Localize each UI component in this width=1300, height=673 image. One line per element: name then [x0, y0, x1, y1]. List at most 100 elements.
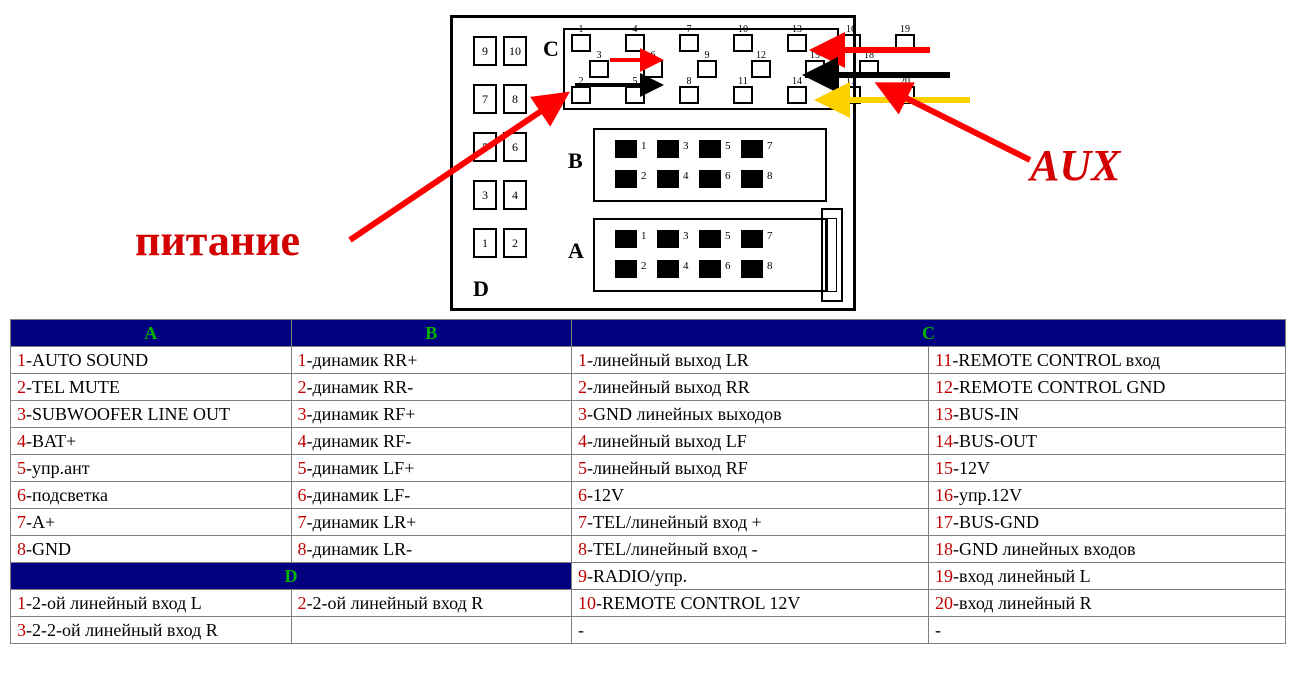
c-pin: 20: [895, 86, 915, 104]
pin: 8: [741, 260, 763, 278]
c-pin: 11: [733, 86, 753, 104]
pin: 5: [699, 230, 721, 248]
pin: 2: [615, 260, 637, 278]
pin-cell: 2-2-ой линейный вход R: [291, 590, 572, 617]
pin-cell: 14-BUS-OUT: [929, 428, 1286, 455]
c-pin: 13: [787, 34, 807, 52]
col-header: D: [11, 563, 572, 590]
label-a: A: [568, 238, 584, 264]
pin-cell: 11-REMOTE CONTROL вход: [929, 347, 1286, 374]
d-pin: 4: [503, 180, 527, 210]
c-pin: 7: [679, 34, 699, 52]
pin-cell: 3-GND линейных выходов: [572, 401, 929, 428]
d-pin: 5: [473, 132, 497, 162]
pin: 4: [657, 260, 679, 278]
c-pin: 14: [787, 86, 807, 104]
pin-cell: 5-линейный выход RF: [572, 455, 929, 482]
c-pin: 9: [697, 60, 717, 78]
pin: 7: [741, 140, 763, 158]
pin-cell: 5-упр.ант: [11, 455, 292, 482]
pin: 6: [699, 170, 721, 188]
block-c: 1471013161936912151825811141720: [563, 28, 839, 110]
d-pin: 9: [473, 36, 497, 66]
pin-cell: 10-REMOTE CONTROL 12V: [572, 590, 929, 617]
pin-cell: 12-REMOTE CONTROL GND: [929, 374, 1286, 401]
c-pin: 1: [571, 34, 591, 52]
pin-cell: 20-вход линейный R: [929, 590, 1286, 617]
pin-cell: 6-подсветка: [11, 482, 292, 509]
c-pin: 12: [751, 60, 771, 78]
col-header: A: [11, 320, 292, 347]
block-d: 91078563412: [465, 36, 535, 286]
pin-cell: 19-вход линейный L: [929, 563, 1286, 590]
label-c: C: [543, 36, 559, 62]
c-pin: 6: [643, 60, 663, 78]
pin-cell: 7-TEL/линейный вход +: [572, 509, 929, 536]
pin: 3: [657, 140, 679, 158]
pin-cell: 8-TEL/линейный вход -: [572, 536, 929, 563]
pin-cell: 8-динамик LR-: [291, 536, 572, 563]
label-d: D: [473, 276, 489, 302]
pin-cell: -: [929, 617, 1286, 644]
d-pin: 6: [503, 132, 527, 162]
pin-cell: 4-BAT+: [11, 428, 292, 455]
d-pin: 1: [473, 228, 497, 258]
pin-cell: 6-12V: [572, 482, 929, 509]
c-pin: 3: [589, 60, 609, 78]
pin-cell: 1-AUTO SOUND: [11, 347, 292, 374]
pin-cell: -: [572, 617, 929, 644]
pin: 6: [699, 260, 721, 278]
d-pin: 2: [503, 228, 527, 258]
pin-cell: 6-динамик LF-: [291, 482, 572, 509]
pin-cell: [291, 617, 572, 644]
block-b: 1 3 5 7 2 4 6 8: [593, 128, 827, 202]
pin-cell: 2-линейный выход RR: [572, 374, 929, 401]
pin-cell: 7-динамик LR+: [291, 509, 572, 536]
pin-cell: 18-GND линейных входов: [929, 536, 1286, 563]
pin: 4: [657, 170, 679, 188]
pin: 1: [615, 230, 637, 248]
pin: 7: [741, 230, 763, 248]
pin: 8: [741, 170, 763, 188]
d-pin: 3: [473, 180, 497, 210]
pin-cell: 1-линейный выход LR: [572, 347, 929, 374]
label-b: B: [568, 148, 583, 174]
pin-cell: 5-динамик LF+: [291, 455, 572, 482]
pin-cell: 1-динамик RR+: [291, 347, 572, 374]
pin-cell: 3-динамик RF+: [291, 401, 572, 428]
side-slot: [821, 208, 843, 302]
d-pin: 7: [473, 84, 497, 114]
pin-cell: 16-упр.12V: [929, 482, 1286, 509]
c-pin: 10: [733, 34, 753, 52]
pin-cell: 3-SUBWOOFER LINE OUT: [11, 401, 292, 428]
pin-cell: 7-A+: [11, 509, 292, 536]
col-header: C: [572, 320, 1286, 347]
pin-cell: 2-TEL MUTE: [11, 374, 292, 401]
pin: 1: [615, 140, 637, 158]
pin-cell: 3-2-2-ой линейный вход R: [11, 617, 292, 644]
c-pin: 16: [841, 34, 861, 52]
c-pin: 18: [859, 60, 879, 78]
pin-cell: 4-линейный выход LF: [572, 428, 929, 455]
d-pin: 8: [503, 84, 527, 114]
c-pin: 8: [679, 86, 699, 104]
pin-cell: 15-12V: [929, 455, 1286, 482]
pin: 2: [615, 170, 637, 188]
pin-cell: 9-RADIO/упр.: [572, 563, 929, 590]
d-pin: 10: [503, 36, 527, 66]
pin-cell: 4-динамик RF-: [291, 428, 572, 455]
pin-cell: 2-динамик RR-: [291, 374, 572, 401]
pin-cell: 17-BUS-GND: [929, 509, 1286, 536]
col-header: B: [291, 320, 572, 347]
label-power: питание: [135, 215, 300, 266]
c-pin: 4: [625, 34, 645, 52]
pin-cell: 1-2-ой линейный вход L: [11, 590, 292, 617]
c-pin: 19: [895, 34, 915, 52]
connector-diagram: 91078563412 D C 147101316193691215182581…: [10, 10, 1290, 315]
connector-outline: 91078563412 D C 147101316193691215182581…: [450, 15, 856, 311]
c-pin: 5: [625, 86, 645, 104]
pin: 3: [657, 230, 679, 248]
label-aux: AUX: [1030, 140, 1120, 191]
pin: 5: [699, 140, 721, 158]
c-pin: 2: [571, 86, 591, 104]
